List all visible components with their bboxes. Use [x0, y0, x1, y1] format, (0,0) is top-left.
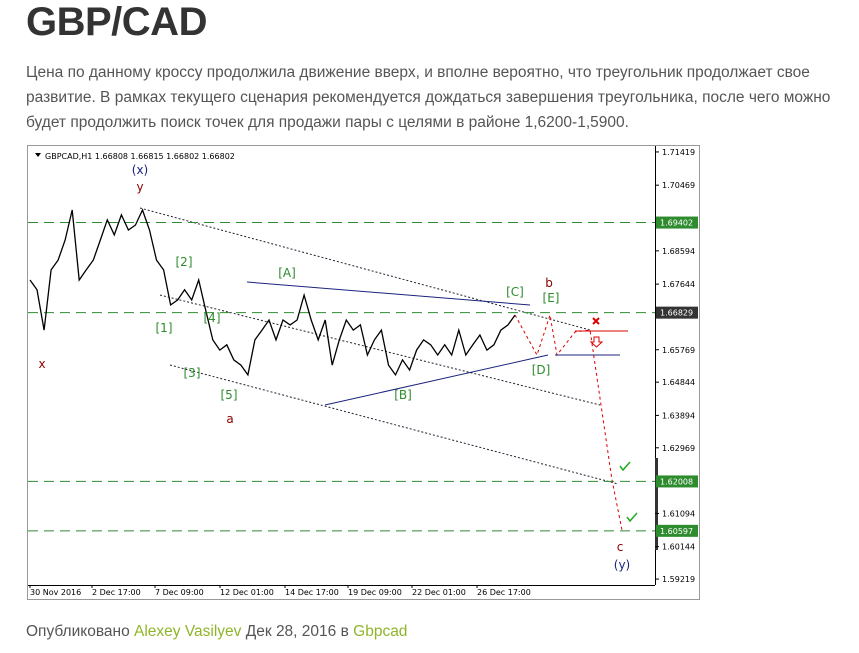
wave-label: [E]	[543, 291, 560, 305]
paragraph-line: развитие. В рамках текущего сценария рек…	[26, 89, 831, 106]
x-tick-label: 26 Dec 17:00	[477, 588, 531, 597]
channel-line	[139, 207, 591, 331]
level-label: 1.69402	[660, 219, 693, 228]
wave-label: [A]	[278, 266, 296, 280]
y-tick-label: 1.64844	[662, 378, 695, 387]
arrow-icon	[589, 336, 604, 348]
wave-label: [1]	[156, 321, 173, 335]
y-tick-label: 1.62969	[662, 444, 695, 453]
wave-label: [2]	[176, 255, 193, 269]
footer: Опубликовано Alexey Vasilyev Дек 28, 201…	[26, 623, 407, 641]
wave-label: [C]	[506, 285, 524, 299]
wave-label: b	[545, 276, 553, 290]
level-label-box	[656, 216, 698, 229]
wave-label: a	[226, 412, 233, 426]
price-line	[29, 208, 516, 377]
scroll-bar	[655, 458, 658, 550]
level-label: 1.62008	[660, 477, 693, 486]
y-tick-label: 1.67644	[662, 280, 695, 289]
y-tick-label: 1.61094	[662, 509, 695, 518]
x-tick-label: 14 Dec 17:00	[285, 588, 339, 597]
y-tick-label: 1.63894	[662, 411, 695, 420]
x-tick-label: 19 Dec 09:00	[348, 588, 402, 597]
wave-label: x	[38, 357, 45, 371]
chart-frame	[27, 145, 700, 600]
x-tick-label: 12 Dec 01:00	[220, 588, 274, 597]
level-label-box	[656, 475, 698, 488]
check-icon	[626, 512, 638, 523]
y-tick-label: 1.70469	[662, 181, 695, 190]
paragraph-line: Цена по данному кроссу продолжила движен…	[26, 64, 810, 81]
price-label: 1.66829	[660, 309, 693, 318]
x-tick-label: 22 Dec 01:00	[412, 588, 466, 597]
category-link[interactable]: Gbpcad	[353, 623, 408, 640]
y-tick-label: 1.65769	[662, 346, 695, 355]
price-label-box	[656, 306, 698, 319]
y-tick-label: 1.60144	[662, 543, 695, 552]
symbol-info: GBPCAD,H1 1.66808 1.66815 1.66802 1.6680…	[45, 152, 235, 161]
wave-label: [B]	[394, 388, 412, 402]
paragraph-line: будет продолжить поиск точек для продажи…	[26, 114, 629, 131]
author-link[interactable]: Alexey Vasilyev	[134, 623, 242, 640]
channel-line	[169, 364, 619, 485]
x-tick-label: 7 Dec 09:00	[155, 588, 204, 597]
paragraph: Цена по данному кроссу продолжила движен…	[26, 60, 830, 135]
wave-label: [D]	[532, 363, 551, 377]
check-icon	[619, 461, 631, 472]
y-tick-label: 1.59219	[662, 575, 695, 584]
footer-text: Дек 28, 2016 в	[245, 623, 349, 640]
chart: GBPCAD,H1 1.66808 1.66815 1.66802 1.6680…	[27, 145, 700, 600]
wave-label: [4]	[204, 311, 221, 325]
triangle-line	[324, 354, 549, 406]
triangle-line	[246, 281, 531, 306]
annotations	[139, 207, 658, 550]
x-tick-label: 30 Nov 2016	[30, 588, 81, 597]
wave-label: c	[617, 540, 624, 554]
wave-label: [3]	[184, 366, 201, 380]
wave-label: y	[136, 180, 143, 194]
wave-label: (y)	[614, 558, 630, 572]
menu-icon	[35, 153, 41, 157]
level-label: 1.60597	[660, 527, 693, 536]
post-title: GBP/CAD	[26, 0, 207, 44]
wave-label: [5]	[221, 388, 238, 402]
x-tick-label: 2 Dec 17:00	[92, 588, 141, 597]
wave-label: (x)	[132, 163, 148, 177]
level-label-box	[656, 524, 698, 537]
channel-line	[159, 294, 601, 406]
y-tick-label: 1.71419	[662, 148, 695, 157]
footer-text: Опубликовано	[26, 623, 130, 640]
y-tick-label: 1.68594	[662, 247, 695, 256]
cross-icon	[592, 317, 600, 325]
